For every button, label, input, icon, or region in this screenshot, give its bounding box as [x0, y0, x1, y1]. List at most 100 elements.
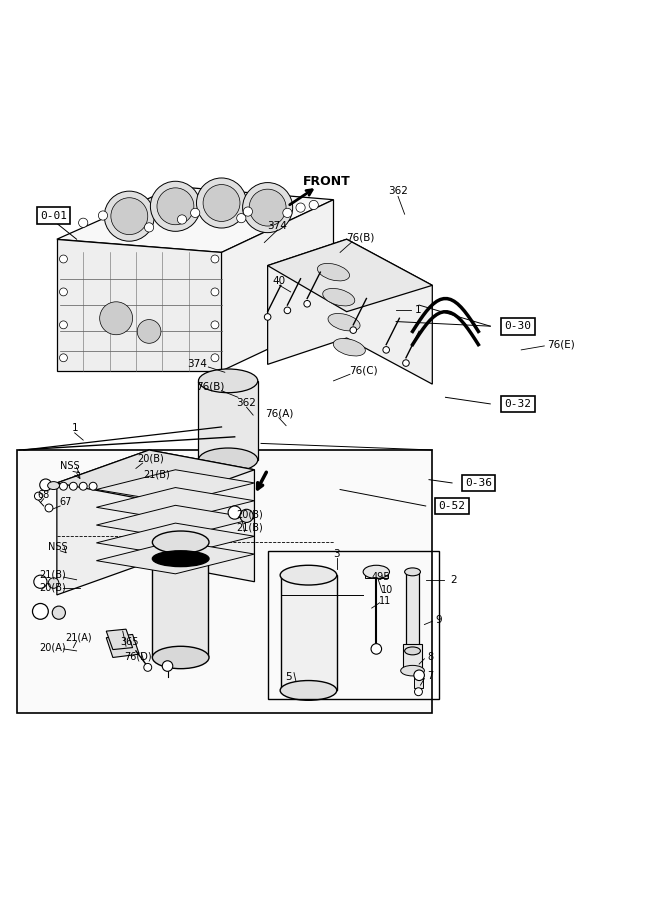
Text: 76(B): 76(B)	[196, 382, 225, 392]
Text: 76(B): 76(B)	[346, 233, 374, 243]
Ellipse shape	[152, 551, 209, 567]
Text: 76(E): 76(E)	[547, 339, 574, 349]
Ellipse shape	[280, 565, 337, 585]
Circle shape	[414, 688, 422, 696]
Polygon shape	[57, 186, 334, 252]
Text: 11: 11	[379, 597, 391, 607]
Text: 10: 10	[382, 585, 394, 595]
Text: 68: 68	[37, 490, 50, 500]
Circle shape	[350, 327, 357, 333]
Polygon shape	[96, 505, 254, 538]
Polygon shape	[106, 634, 139, 658]
Text: NSS: NSS	[49, 543, 68, 553]
Circle shape	[59, 482, 67, 491]
Circle shape	[296, 203, 305, 212]
Bar	[199, 381, 257, 460]
Circle shape	[197, 178, 247, 228]
Circle shape	[59, 288, 67, 296]
Circle shape	[79, 218, 88, 228]
Text: 21(B): 21(B)	[39, 570, 66, 580]
Circle shape	[52, 606, 65, 619]
Text: 40: 40	[273, 275, 286, 285]
Circle shape	[59, 255, 67, 263]
Ellipse shape	[405, 568, 420, 576]
Text: 5: 5	[285, 671, 292, 681]
Bar	[281, 575, 337, 690]
Circle shape	[237, 213, 246, 223]
Text: 67: 67	[59, 497, 71, 507]
Circle shape	[162, 661, 173, 671]
Ellipse shape	[47, 482, 59, 490]
Circle shape	[137, 320, 161, 343]
Ellipse shape	[317, 264, 350, 281]
Circle shape	[191, 208, 200, 218]
Circle shape	[403, 360, 410, 366]
Bar	[365, 569, 388, 579]
Text: 20(A): 20(A)	[39, 643, 66, 652]
Circle shape	[59, 354, 67, 362]
Circle shape	[211, 354, 219, 362]
Circle shape	[304, 301, 310, 307]
Ellipse shape	[401, 665, 424, 676]
Text: 9: 9	[436, 615, 442, 625]
Text: 0-32: 0-32	[504, 399, 532, 409]
Circle shape	[309, 201, 318, 210]
Circle shape	[211, 255, 219, 263]
Bar	[403, 644, 422, 670]
Polygon shape	[57, 450, 254, 595]
Text: 21(B): 21(B)	[143, 470, 170, 480]
Text: 8: 8	[428, 652, 434, 662]
Text: FRONT: FRONT	[303, 175, 351, 188]
Circle shape	[89, 482, 97, 491]
Circle shape	[104, 191, 154, 241]
Text: 21(B): 21(B)	[236, 523, 263, 533]
Polygon shape	[221, 200, 334, 371]
Ellipse shape	[280, 680, 337, 700]
Circle shape	[228, 506, 241, 519]
Text: 1: 1	[71, 423, 78, 433]
Text: 365: 365	[120, 637, 139, 647]
Ellipse shape	[323, 288, 355, 306]
Polygon shape	[96, 470, 254, 503]
Text: 20(B): 20(B)	[39, 582, 66, 592]
Circle shape	[35, 492, 43, 500]
Circle shape	[98, 211, 107, 220]
Circle shape	[240, 509, 253, 523]
Circle shape	[69, 482, 77, 491]
Bar	[414, 675, 423, 688]
Circle shape	[45, 504, 53, 512]
Ellipse shape	[152, 646, 209, 669]
Text: 362: 362	[388, 186, 408, 196]
Bar	[152, 542, 208, 658]
Text: 0-36: 0-36	[465, 478, 492, 488]
Circle shape	[150, 181, 201, 231]
Circle shape	[111, 198, 148, 235]
Circle shape	[243, 183, 293, 232]
Circle shape	[145, 223, 153, 232]
Circle shape	[264, 314, 271, 320]
Circle shape	[203, 184, 240, 221]
Polygon shape	[96, 523, 254, 556]
Polygon shape	[57, 450, 254, 503]
Circle shape	[79, 482, 87, 491]
Circle shape	[243, 207, 253, 216]
Circle shape	[211, 321, 219, 328]
Bar	[267, 551, 439, 699]
Text: NSS: NSS	[60, 461, 80, 471]
Bar	[17, 450, 432, 714]
Polygon shape	[96, 541, 254, 574]
Ellipse shape	[199, 448, 257, 472]
Circle shape	[34, 575, 47, 589]
Circle shape	[249, 189, 286, 226]
Text: 362: 362	[237, 398, 257, 408]
Ellipse shape	[405, 647, 420, 655]
Circle shape	[99, 302, 133, 335]
Text: 0-52: 0-52	[439, 501, 466, 511]
Text: 21(A): 21(A)	[65, 632, 92, 642]
Ellipse shape	[199, 369, 257, 392]
Text: 374: 374	[267, 221, 287, 231]
Circle shape	[383, 346, 390, 353]
Text: 0-30: 0-30	[504, 321, 532, 331]
Circle shape	[414, 670, 424, 680]
Circle shape	[40, 479, 51, 490]
